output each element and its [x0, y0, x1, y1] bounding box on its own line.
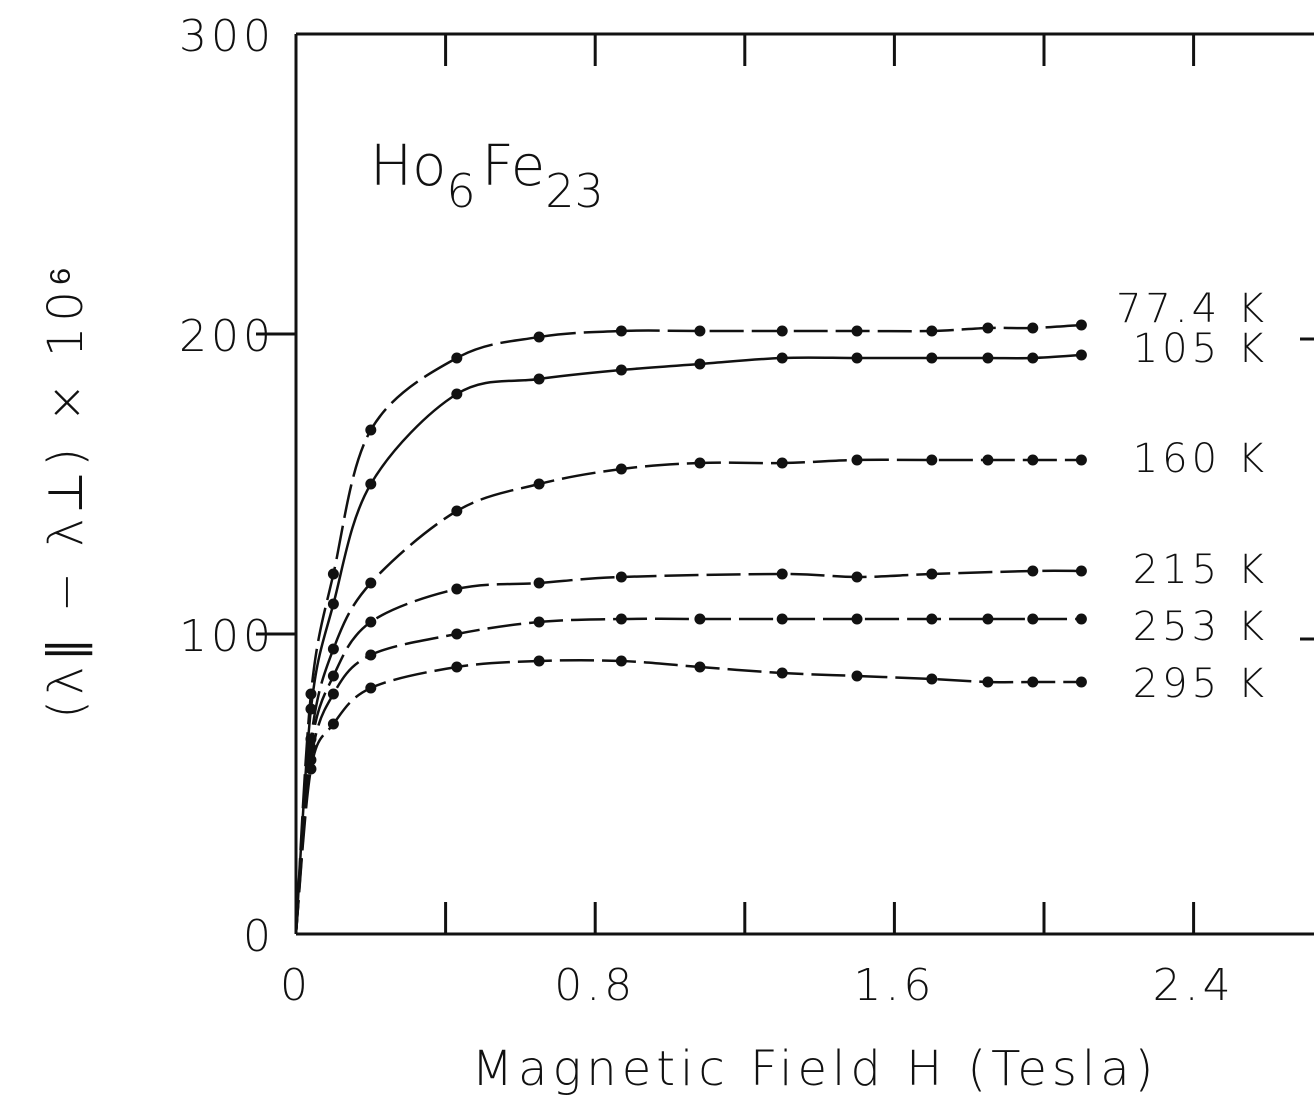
- series-line: [296, 325, 1081, 934]
- series-point: [365, 650, 376, 661]
- series-line: [296, 460, 1081, 934]
- series-point: [534, 479, 545, 490]
- series-point: [982, 677, 993, 688]
- series-point: [328, 599, 339, 610]
- series-point: [616, 656, 627, 667]
- series-point: [616, 572, 627, 583]
- series-line: [296, 571, 1081, 934]
- series-point: [365, 617, 376, 628]
- series-point: [777, 569, 788, 580]
- series-point: [1027, 455, 1038, 466]
- series-point: [852, 572, 863, 583]
- series-point: [534, 617, 545, 628]
- series-point: [328, 644, 339, 655]
- series-point: [777, 614, 788, 625]
- series-point: [926, 353, 937, 364]
- series-point: [305, 764, 316, 775]
- series-line: [296, 355, 1081, 934]
- series-point: [1076, 320, 1087, 331]
- series-point: [451, 584, 462, 595]
- series-label: 295 K: [1133, 661, 1268, 707]
- series-point: [1076, 566, 1087, 577]
- series-point: [926, 674, 937, 685]
- series-point: [852, 671, 863, 682]
- y-axis-title: (λ∥ − λ⊥) × 10⁶: [38, 261, 94, 718]
- series-point: [534, 578, 545, 589]
- series-point: [534, 656, 545, 667]
- x-tick-label: 2.4: [1153, 960, 1235, 1011]
- series-point: [1076, 455, 1087, 466]
- series-point: [305, 689, 316, 700]
- series-point: [694, 614, 705, 625]
- series-point: [1027, 323, 1038, 334]
- series-point: [926, 614, 937, 625]
- x-tick-label: 1.6: [853, 960, 935, 1011]
- series-point: [365, 479, 376, 490]
- series-point: [365, 425, 376, 436]
- series-point: [328, 719, 339, 730]
- series-point: [1027, 566, 1038, 577]
- series-point: [926, 569, 937, 580]
- series-point: [777, 353, 788, 364]
- series-point: [1076, 677, 1087, 688]
- y-tick-label: 300: [179, 11, 275, 62]
- series-point: [777, 458, 788, 469]
- series-point: [328, 671, 339, 682]
- series-point: [328, 689, 339, 700]
- series-point: [982, 323, 993, 334]
- series-point: [982, 353, 993, 364]
- series-point: [926, 326, 937, 337]
- series-point: [982, 614, 993, 625]
- series-point: [852, 326, 863, 337]
- series-point: [616, 614, 627, 625]
- axis-ticks: 0 0.8 1.6 2.4 0 100 200 300: [179, 11, 1314, 1011]
- series-point: [1076, 350, 1087, 361]
- series-point: [365, 578, 376, 589]
- series-point: [451, 629, 462, 640]
- x-tick-label: 0.8: [554, 960, 636, 1011]
- y-tick-label: 100: [179, 611, 275, 662]
- series-point: [451, 506, 462, 517]
- series-point: [852, 353, 863, 364]
- series-point: [926, 455, 937, 466]
- series-label: 105 K: [1133, 326, 1268, 372]
- series-point: [451, 389, 462, 400]
- series-point: [451, 662, 462, 673]
- y-tick-label: 200: [179, 311, 275, 362]
- series-point: [777, 668, 788, 679]
- series-point: [616, 365, 627, 376]
- series-point: [852, 455, 863, 466]
- series-point: [616, 464, 627, 475]
- series-point: [534, 332, 545, 343]
- series-point: [451, 353, 462, 364]
- series-point: [777, 326, 788, 337]
- series-point: [694, 662, 705, 673]
- x-axis-title: Magnetic Field H (Tesla): [472, 1041, 1159, 1097]
- series-point: [852, 614, 863, 625]
- series-point: [982, 455, 993, 466]
- series-point: [1027, 677, 1038, 688]
- compound-annotation: Ho6 Fe23: [370, 134, 604, 218]
- series-point: [1027, 353, 1038, 364]
- series-label: 253 K: [1133, 604, 1268, 650]
- series-point: [365, 683, 376, 694]
- series-line: [296, 660, 1081, 934]
- series-label: 215 K: [1133, 547, 1268, 593]
- x-tick-label: 0: [280, 960, 312, 1011]
- series-point: [694, 326, 705, 337]
- series-point: [1027, 614, 1038, 625]
- series-point: [328, 569, 339, 580]
- series-label: 160 K: [1133, 436, 1268, 482]
- series-point: [534, 374, 545, 385]
- series-point: [616, 326, 627, 337]
- series-point: [1076, 614, 1087, 625]
- series-point: [694, 458, 705, 469]
- y-tick-label: 0: [243, 911, 275, 962]
- series-point: [694, 359, 705, 370]
